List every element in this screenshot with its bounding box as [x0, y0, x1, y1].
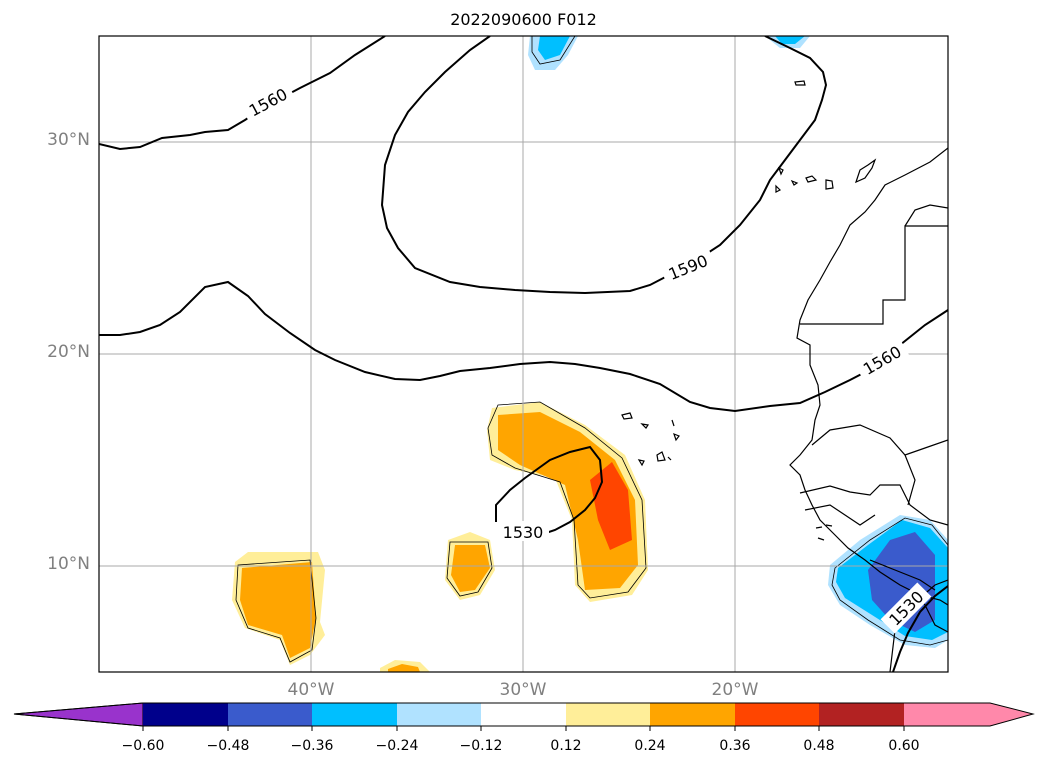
- lat-label-30n: 30°N: [47, 130, 90, 150]
- colorbar-tick-label: 0.36: [719, 738, 751, 754]
- lon-label-40w: 40°W: [287, 680, 335, 700]
- contour-label-1590: 1590: [666, 251, 711, 284]
- map-plot-area: 1560 1590 1560 1530 1530: [99, 36, 948, 672]
- colorbar-tick-label: 0.24: [634, 738, 666, 754]
- graticule: [99, 36, 948, 672]
- coastlines: [621, 80, 948, 672]
- lon-label-30w: 30°W: [499, 680, 547, 700]
- colorbar-bin: [650, 703, 735, 726]
- contour-label-1530-west: 1530: [503, 523, 544, 542]
- anomaly-outline-contours: [235, 36, 948, 663]
- lon-label-20w: 20°W: [711, 680, 759, 700]
- map-frame: [98, 35, 949, 673]
- colorbar-bin: [228, 703, 312, 726]
- contour-label-1560-south: 1560: [860, 342, 905, 379]
- colorbar-tick-label: −0.60: [121, 738, 165, 754]
- colorbar-bin: [143, 703, 228, 726]
- colorbar-bin: [735, 703, 819, 726]
- colorbar-bin: [819, 703, 904, 726]
- colorbar: [13, 702, 1035, 731]
- colorbar-extend-high: [904, 703, 1033, 726]
- colorbar-tick-label: −0.24: [375, 738, 419, 754]
- colorbar-tick-label: 0.48: [803, 738, 835, 754]
- positive-anomaly-field: [232, 402, 648, 672]
- colorbar-bin: [397, 703, 481, 726]
- colorbar-tick-label: 0.12: [550, 738, 582, 754]
- colorbar-bin: [312, 703, 397, 726]
- colorbar-tick-label: −0.48: [206, 738, 250, 754]
- colorbar-tick-label: −0.36: [290, 738, 334, 754]
- colorbar-bin: [566, 703, 650, 726]
- contour-label-1560-north: 1560: [246, 84, 291, 120]
- colorbar-extend-low: [13, 702, 144, 727]
- height-contours: [99, 36, 948, 672]
- colorbar-tick-label: 0.60: [888, 738, 920, 754]
- colorbar-tick-label: −0.12: [459, 738, 503, 754]
- lat-label-20n: 20°N: [47, 342, 90, 362]
- colorbar-bin: [481, 703, 566, 726]
- map-title: 2022090600 F012: [450, 10, 597, 29]
- lat-label-10n: 10°N: [47, 554, 90, 574]
